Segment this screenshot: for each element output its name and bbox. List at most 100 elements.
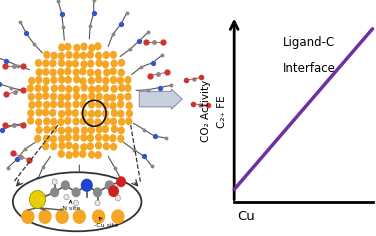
FancyArrow shape [139, 89, 182, 109]
Circle shape [88, 44, 96, 52]
Circle shape [35, 59, 42, 67]
Circle shape [96, 59, 103, 67]
Circle shape [42, 85, 49, 93]
Circle shape [27, 93, 35, 101]
Circle shape [50, 68, 57, 76]
Circle shape [29, 190, 45, 208]
Circle shape [43, 117, 50, 125]
Circle shape [65, 109, 72, 117]
Circle shape [65, 126, 72, 134]
Circle shape [117, 177, 125, 186]
Circle shape [118, 69, 125, 77]
Circle shape [82, 179, 92, 191]
Circle shape [64, 117, 71, 125]
Circle shape [94, 42, 102, 50]
Circle shape [73, 133, 80, 141]
Circle shape [22, 210, 34, 223]
Circle shape [73, 76, 80, 84]
Circle shape [110, 67, 117, 75]
Circle shape [96, 93, 103, 101]
Circle shape [65, 76, 72, 84]
Circle shape [58, 135, 65, 143]
Circle shape [88, 151, 95, 159]
Circle shape [80, 52, 87, 60]
Circle shape [79, 67, 86, 76]
Circle shape [95, 200, 100, 206]
Text: Cu: Cu [238, 210, 255, 223]
Circle shape [73, 51, 80, 59]
Circle shape [102, 110, 109, 118]
Circle shape [74, 200, 79, 206]
Circle shape [42, 77, 50, 85]
Circle shape [87, 69, 94, 77]
Circle shape [50, 93, 57, 101]
Text: CO₂ Activity: CO₂ Activity [202, 80, 211, 142]
Circle shape [102, 101, 109, 109]
Circle shape [34, 84, 42, 92]
Circle shape [64, 93, 71, 101]
Circle shape [50, 142, 57, 150]
Circle shape [117, 93, 124, 101]
Circle shape [50, 52, 58, 60]
Circle shape [115, 195, 120, 201]
Circle shape [73, 44, 80, 52]
Circle shape [81, 126, 88, 134]
Circle shape [35, 68, 43, 76]
Circle shape [87, 60, 94, 68]
Circle shape [94, 110, 102, 118]
Circle shape [95, 151, 102, 159]
Circle shape [102, 77, 109, 85]
Circle shape [73, 85, 80, 93]
Circle shape [71, 109, 79, 117]
Circle shape [43, 126, 50, 134]
Circle shape [125, 117, 132, 125]
Circle shape [58, 126, 65, 135]
Circle shape [28, 77, 35, 85]
Circle shape [117, 100, 124, 108]
Circle shape [58, 93, 65, 101]
Text: -N site: -N site [60, 200, 80, 211]
Circle shape [102, 60, 109, 68]
Circle shape [42, 142, 49, 150]
Text: -Cu site: -Cu site [94, 217, 118, 228]
Circle shape [72, 188, 80, 197]
Text: Interface: Interface [283, 62, 335, 75]
Circle shape [35, 93, 42, 101]
Circle shape [42, 59, 50, 67]
Circle shape [95, 142, 102, 150]
Circle shape [88, 92, 96, 100]
Circle shape [86, 51, 94, 59]
Circle shape [103, 51, 110, 59]
Circle shape [73, 92, 80, 100]
Circle shape [109, 134, 117, 142]
Circle shape [80, 60, 88, 68]
Circle shape [72, 150, 79, 158]
Circle shape [80, 143, 88, 151]
Circle shape [28, 101, 36, 109]
Circle shape [124, 93, 132, 101]
Circle shape [118, 118, 125, 126]
Circle shape [111, 59, 118, 67]
Circle shape [72, 126, 80, 135]
Circle shape [58, 84, 65, 92]
Circle shape [109, 186, 118, 196]
Circle shape [65, 51, 73, 59]
Circle shape [43, 101, 50, 109]
Circle shape [103, 117, 111, 125]
Circle shape [80, 84, 88, 92]
Circle shape [57, 118, 65, 126]
Circle shape [58, 150, 65, 158]
Circle shape [126, 109, 133, 117]
Circle shape [105, 181, 113, 190]
Circle shape [51, 84, 58, 93]
Circle shape [88, 126, 95, 134]
Circle shape [124, 84, 132, 92]
Circle shape [110, 76, 117, 84]
Circle shape [35, 126, 43, 134]
Circle shape [102, 125, 109, 133]
Circle shape [50, 118, 58, 126]
Circle shape [35, 100, 42, 108]
Circle shape [94, 69, 102, 77]
Circle shape [118, 84, 125, 92]
Circle shape [58, 76, 65, 84]
